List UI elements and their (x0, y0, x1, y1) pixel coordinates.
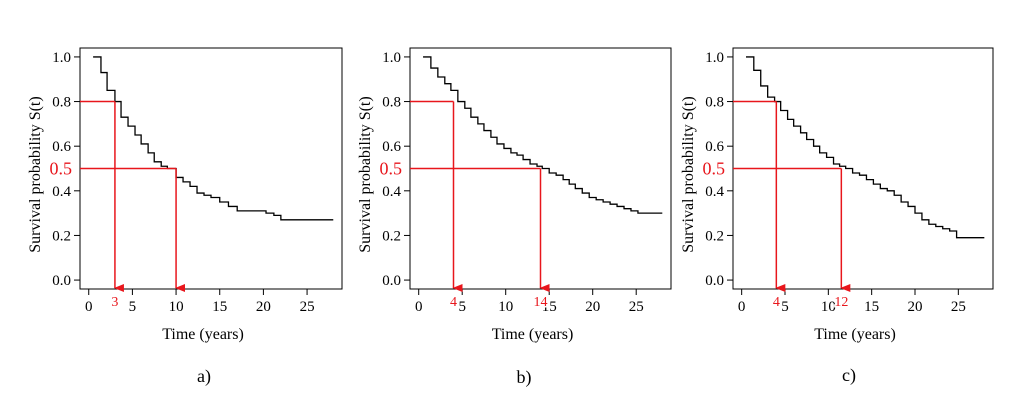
x-tick-label: 10 (169, 299, 184, 315)
y-axis-title: Survival probability S(t) (357, 96, 374, 252)
reference-time-label: 12 (834, 295, 848, 310)
y-tick-label: 1.0 (705, 50, 724, 66)
y-axis-title: Survival probability S(t) (680, 96, 697, 252)
x-axis-title: Time (years) (492, 326, 574, 343)
chart-panel-3: 0.0 0.2 0.4 0.6 0.8 1.0 0 5 10 15 20 25 Time (years)… (680, 47, 994, 386)
y-axis-title: Survival probability S(t) (27, 96, 44, 252)
reference-survival-label: 0.5 (380, 159, 403, 179)
y-tick-label: 0.8 (382, 95, 401, 111)
y-tick-label: 0.2 (382, 228, 401, 244)
x-tick-label: 0 (738, 299, 746, 315)
reference-time-label: 4 (773, 295, 780, 310)
y-tick-label: 0.0 (52, 273, 71, 289)
reference-time-label: 4 (450, 295, 457, 310)
y-tick-label: 1.0 (382, 50, 401, 66)
chart-panel-1: 0.0 0.2 0.4 0.6 0.8 1.0 0 5 10 15 20 25 Time (years)… (27, 47, 343, 387)
reference-survival-label: 0.5 (703, 159, 726, 179)
x-tick-label: 5 (781, 299, 789, 315)
x-tick-label: 15 (212, 299, 227, 315)
x-tick-label: 5 (458, 299, 466, 315)
x-tick-label: 10 (821, 299, 836, 315)
x-tick-label: 15 (542, 299, 557, 315)
x-tick-label: 25 (300, 299, 315, 315)
x-tick-label: 5 (129, 299, 137, 315)
y-tick-label: 0.8 (52, 95, 71, 111)
x-tick-label: 25 (629, 299, 644, 315)
y-tick-label: 1.0 (52, 50, 71, 66)
x-axis-title: Time (years) (814, 326, 896, 343)
y-tick-label: 0.6 (705, 139, 724, 155)
y-tick-label: 0.0 (705, 273, 724, 289)
y-tick-label: 0.4 (382, 184, 401, 200)
y-tick-label: 0.2 (705, 228, 724, 244)
x-tick-label: 25 (951, 299, 966, 315)
y-tick-label: 0.4 (705, 184, 724, 200)
x-tick-label: 0 (85, 299, 93, 315)
reference-time-label: 3 (111, 295, 118, 310)
survival-curve (423, 56, 663, 214)
y-tick-label: 0.0 (382, 273, 401, 289)
panel-caption: c) (842, 365, 856, 386)
reference-survival-label: 0.5 (50, 159, 73, 179)
panel-caption: b) (517, 367, 532, 388)
survival-curve (746, 56, 985, 239)
reference-time-label: 14 (534, 295, 548, 310)
y-tick-label: 0.6 (52, 139, 71, 155)
x-axis-title: Time (years) (162, 326, 244, 343)
y-tick-label: 0.2 (52, 228, 71, 244)
panel-caption: a) (197, 366, 211, 387)
chart-panel-2: 0.0 0.2 0.4 0.6 0.8 1.0 0 5 10 15 20 25 Time (years)… (357, 47, 672, 388)
x-tick-label: 20 (908, 299, 923, 315)
y-tick-label: 0.4 (52, 184, 71, 200)
x-tick-label: 15 (864, 299, 879, 315)
x-tick-label: 10 (498, 299, 513, 315)
x-tick-label: 20 (585, 299, 600, 315)
y-tick-label: 0.8 (705, 95, 724, 111)
x-tick-label: 20 (256, 299, 271, 315)
survival-curve (93, 56, 334, 221)
y-tick-label: 0.6 (382, 139, 401, 155)
x-tick-label: 0 (415, 299, 423, 315)
